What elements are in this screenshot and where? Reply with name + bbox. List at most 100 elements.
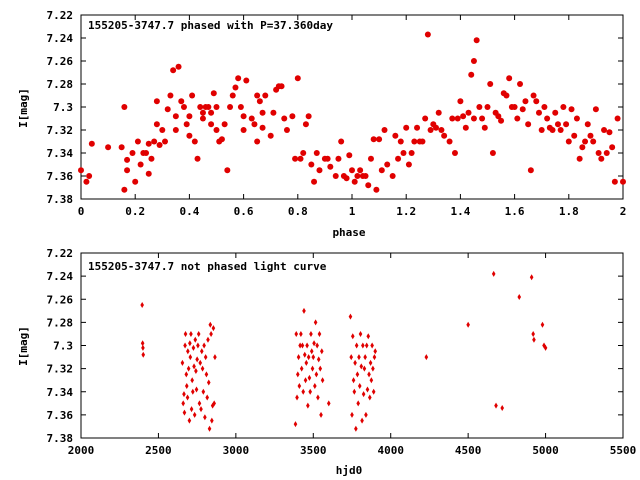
- y-tick-label: 7.24: [47, 270, 74, 283]
- data-point: [500, 404, 505, 411]
- x-tick-label: 0.2: [125, 205, 145, 218]
- data-point: [297, 155, 304, 162]
- data-point: [503, 92, 510, 99]
- data-point: [213, 104, 220, 110]
- data-point: [194, 386, 199, 393]
- data-point: [582, 138, 589, 145]
- data-point: [320, 348, 324, 355]
- data-point: [465, 109, 472, 116]
- data-point: [316, 394, 320, 401]
- x-tick-label: 4500: [455, 444, 482, 457]
- data-point: [281, 115, 288, 122]
- data-point: [192, 363, 196, 370]
- data-point: [175, 63, 182, 70]
- data-point: [199, 348, 204, 355]
- data-point: [517, 293, 522, 300]
- data-point: [105, 144, 112, 151]
- data-point: [162, 138, 169, 145]
- data-point: [121, 104, 128, 110]
- data-point: [224, 167, 231, 174]
- data-point: [449, 115, 456, 122]
- data-point: [305, 342, 309, 349]
- data-point: [349, 167, 355, 174]
- y-tick-label: 7.36: [47, 170, 74, 183]
- data-point: [145, 170, 152, 177]
- data-point: [366, 333, 371, 340]
- data-point: [579, 144, 586, 151]
- data-point: [189, 330, 193, 337]
- data-point: [491, 270, 496, 277]
- x-tick-label: 1.6: [505, 205, 525, 218]
- data-point: [156, 141, 163, 148]
- data-point: [468, 71, 475, 78]
- x-tick-label: 1: [349, 205, 356, 218]
- data-point: [571, 132, 578, 139]
- data-point: [170, 67, 177, 74]
- data-point: [350, 411, 354, 418]
- data-point: [293, 421, 298, 428]
- data-point: [289, 113, 296, 120]
- data-point: [540, 321, 545, 328]
- data-point: [259, 124, 266, 131]
- data-point: [313, 382, 317, 389]
- x-axis-label: hjd0: [336, 464, 363, 477]
- data-point: [301, 388, 306, 395]
- data-point: [185, 394, 190, 401]
- data-point: [357, 167, 364, 174]
- data-point: [137, 161, 144, 168]
- data-point: [358, 330, 363, 337]
- data-point: [414, 124, 421, 131]
- data-point: [262, 92, 269, 99]
- data-point: [371, 388, 376, 395]
- data-point: [400, 150, 407, 156]
- data-point: [254, 92, 261, 99]
- data-point: [309, 348, 314, 355]
- data-point: [200, 365, 205, 372]
- data-point: [311, 178, 318, 185]
- data-point: [378, 167, 385, 174]
- data-point: [208, 321, 213, 328]
- data-point: [153, 98, 160, 105]
- data-point: [124, 156, 131, 163]
- data-point: [327, 163, 334, 170]
- data-point: [86, 173, 93, 179]
- data-point: [552, 109, 559, 116]
- data-point: [424, 354, 429, 361]
- data-point: [457, 98, 464, 105]
- data-point: [298, 342, 302, 349]
- y-tick-label: 7.38: [47, 432, 74, 445]
- data-point: [554, 121, 561, 128]
- y-tick-label: 7.36: [47, 409, 74, 422]
- data-point: [484, 104, 491, 110]
- data-point: [235, 75, 242, 82]
- data-point: [563, 121, 570, 128]
- data-point: [506, 75, 513, 82]
- data-point: [310, 365, 315, 372]
- data-point: [372, 354, 377, 361]
- data-point: [78, 167, 84, 174]
- y-tick-label: 7.38: [47, 193, 74, 206]
- data-point: [560, 104, 567, 110]
- y-tick-label: 7.28: [47, 316, 74, 329]
- data-point: [205, 104, 212, 110]
- y-tick-label: 7.22: [47, 247, 74, 260]
- data-point: [134, 138, 141, 145]
- data-point: [193, 336, 198, 343]
- data-point: [489, 150, 496, 156]
- data-point: [424, 31, 431, 38]
- data-point: [611, 178, 618, 185]
- data-point: [180, 359, 185, 366]
- chart-title: 155205-3747.7 not phased light curve: [88, 260, 327, 273]
- data-point: [151, 138, 158, 145]
- data-point: [470, 115, 477, 122]
- x-tick-label: 4000: [377, 444, 404, 457]
- data-point: [517, 81, 524, 87]
- data-point: [355, 371, 360, 378]
- data-point: [549, 127, 556, 133]
- y-axis-label: I[mag]: [17, 326, 30, 366]
- x-tick-label: 5000: [532, 444, 559, 457]
- data-point: [189, 92, 196, 99]
- data-point: [319, 411, 323, 418]
- data-point: [365, 386, 370, 393]
- data-point: [243, 77, 250, 84]
